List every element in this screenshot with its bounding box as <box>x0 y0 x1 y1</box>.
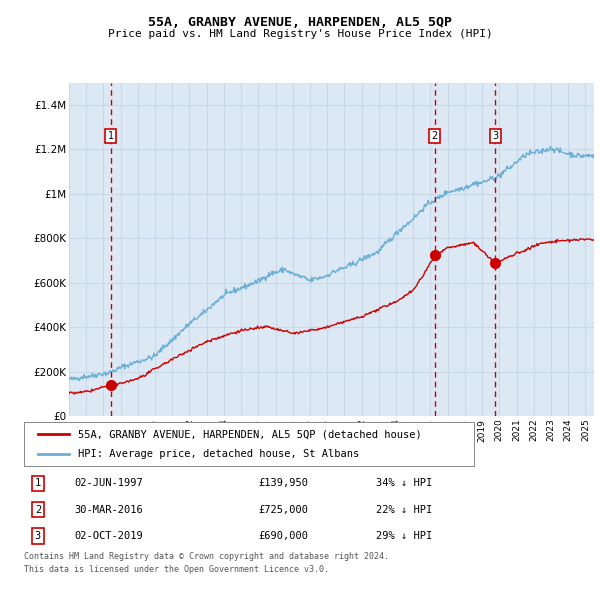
Text: 2: 2 <box>35 504 41 514</box>
Text: 1: 1 <box>107 131 114 141</box>
Text: £690,000: £690,000 <box>259 531 308 541</box>
Text: Contains HM Land Registry data © Crown copyright and database right 2024.: Contains HM Land Registry data © Crown c… <box>24 552 389 560</box>
Text: 3: 3 <box>35 531 41 541</box>
Text: 55A, GRANBY AVENUE, HARPENDEN, AL5 5QP (detached house): 55A, GRANBY AVENUE, HARPENDEN, AL5 5QP (… <box>78 430 422 439</box>
Text: 29% ↓ HPI: 29% ↓ HPI <box>376 531 432 541</box>
Text: 3: 3 <box>492 131 498 141</box>
Text: 02-JUN-1997: 02-JUN-1997 <box>74 478 143 489</box>
Text: HPI: Average price, detached house, St Albans: HPI: Average price, detached house, St A… <box>78 449 359 458</box>
Text: 1: 1 <box>35 478 41 489</box>
Text: £725,000: £725,000 <box>259 504 308 514</box>
Text: 30-MAR-2016: 30-MAR-2016 <box>74 504 143 514</box>
Text: 02-OCT-2019: 02-OCT-2019 <box>74 531 143 541</box>
Text: Price paid vs. HM Land Registry's House Price Index (HPI): Price paid vs. HM Land Registry's House … <box>107 29 493 39</box>
Text: 22% ↓ HPI: 22% ↓ HPI <box>376 504 432 514</box>
Text: This data is licensed under the Open Government Licence v3.0.: This data is licensed under the Open Gov… <box>24 565 329 573</box>
Text: 55A, GRANBY AVENUE, HARPENDEN, AL5 5QP: 55A, GRANBY AVENUE, HARPENDEN, AL5 5QP <box>148 16 452 29</box>
Text: 2: 2 <box>431 131 438 141</box>
Text: 34% ↓ HPI: 34% ↓ HPI <box>376 478 432 489</box>
Text: £139,950: £139,950 <box>259 478 308 489</box>
